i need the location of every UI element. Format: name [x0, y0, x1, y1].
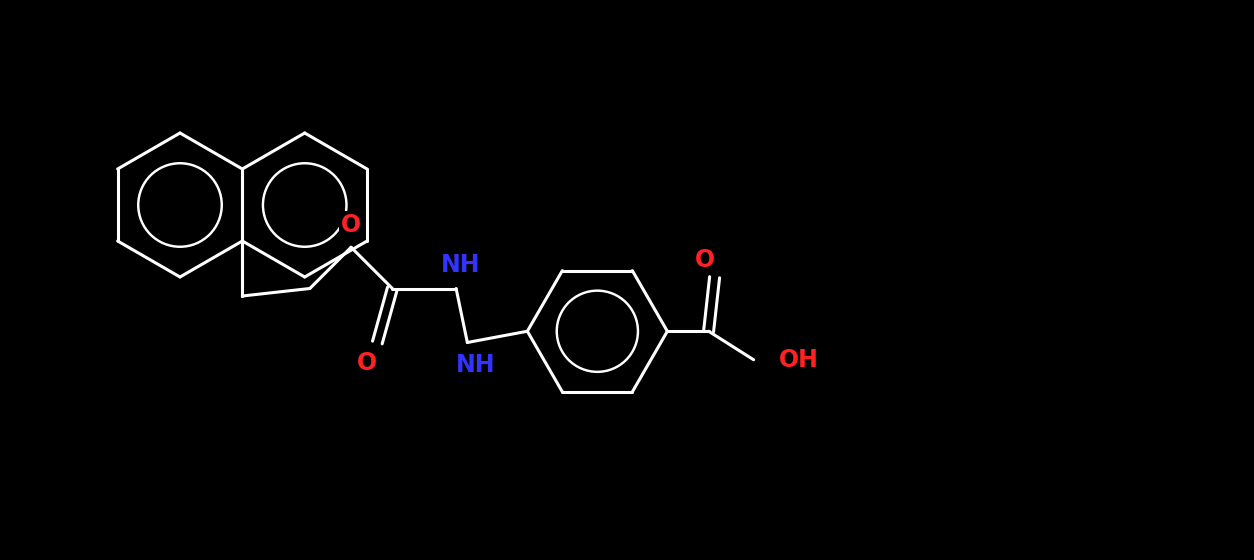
Text: O: O — [357, 351, 377, 375]
Text: O: O — [341, 213, 361, 237]
Text: O: O — [695, 248, 715, 272]
Text: NH: NH — [441, 253, 480, 277]
Text: OH: OH — [779, 348, 819, 372]
Text: NH: NH — [455, 352, 495, 376]
